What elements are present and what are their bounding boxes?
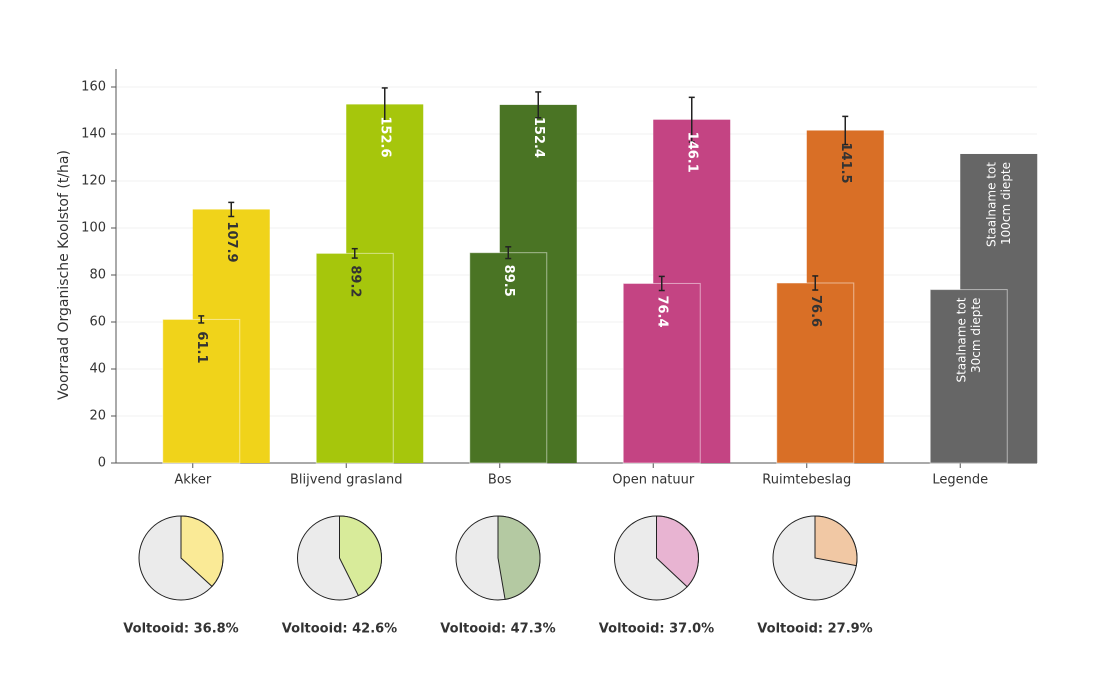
data-label: 89.5 (501, 265, 516, 297)
error-bar (842, 115, 849, 146)
legend-label: Staalname tot100cm diepte (984, 162, 1012, 247)
pie-slice (339, 515, 382, 597)
error-bar (812, 275, 819, 291)
y-tick-label: 60 (89, 315, 106, 330)
data-label: 141.5 (838, 142, 853, 183)
x-tick-label: Akker (174, 473, 211, 488)
x-tick-label: Legende (932, 473, 988, 488)
data-label: 61.1 (194, 331, 209, 363)
error-bar (351, 247, 358, 259)
data-label: 107.9 (224, 221, 239, 262)
data-label: 76.6 (808, 295, 823, 327)
error-bar (198, 315, 205, 324)
data-label: 152.4 (531, 117, 546, 158)
x-tick-label: Bos (488, 473, 512, 488)
pie-slice (656, 515, 699, 588)
x-tick-label: Ruimtebeslag (762, 473, 851, 488)
pie-label: Voltooid: 37.0% (599, 622, 714, 637)
bar (315, 252, 394, 464)
x-tick-label: Blijvend grasland (290, 473, 402, 488)
y-tick-label: 80 (89, 268, 106, 283)
pie-label: Voltooid: 27.9% (757, 622, 872, 637)
data-label: 152.6 (377, 116, 392, 157)
legend-label: Staalname tot30cm diepte (954, 297, 982, 382)
data-label: 146.1 (684, 132, 699, 173)
pie-label: Voltooid: 47.3% (440, 622, 555, 637)
data-label: 76.4 (654, 295, 669, 327)
error-bar (381, 87, 388, 122)
y-tick-label: 40 (89, 362, 106, 377)
error-bar (535, 91, 542, 119)
bar (776, 282, 855, 464)
y-tick-label: 20 (89, 409, 106, 424)
bar (929, 289, 1008, 464)
pie-slice (814, 515, 858, 567)
y-tick-label: 140 (81, 127, 106, 142)
bar (469, 252, 548, 464)
y-axis-label: Voorraad Organische Koolstof (t/ha) (56, 150, 72, 400)
pie-label: Voltooid: 36.8% (123, 622, 238, 637)
y-tick-label: 0 (98, 456, 106, 471)
error-bar (688, 96, 695, 143)
pie-slice (497, 515, 541, 600)
y-tick-label: 120 (81, 174, 106, 189)
pie-slice (180, 515, 224, 588)
y-tick-label: 100 (81, 221, 106, 236)
bar (622, 282, 701, 464)
x-tick-label: Open natuur (612, 473, 695, 488)
data-label: 89.2 (347, 265, 362, 297)
error-bar (505, 246, 512, 260)
bar (162, 318, 241, 464)
error-bar (658, 275, 665, 292)
pie-label: Voltooid: 42.6% (282, 622, 397, 637)
error-bar (228, 201, 235, 218)
y-tick-label: 160 (81, 80, 106, 95)
